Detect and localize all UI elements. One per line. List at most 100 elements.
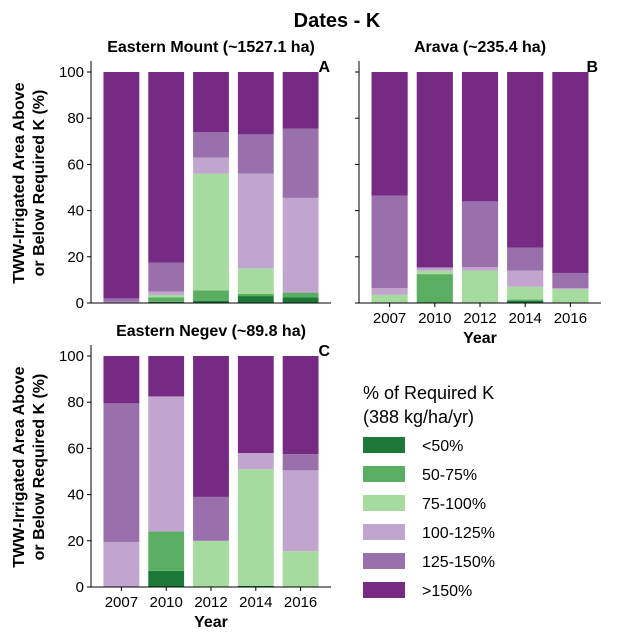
bar-2016-0: [282, 297, 319, 303]
bar-2016-2: [552, 289, 589, 303]
bar-2012-0: [193, 300, 229, 303]
panel-title: Eastern Negev (~89.8 ha): [116, 323, 306, 340]
bar-2014-1: [237, 293, 274, 297]
bar-2010-5: [148, 356, 185, 397]
legend-label-3: 100-125%: [422, 525, 495, 542]
panel-a-ylabel-line2: or Below Required K (%): [31, 90, 48, 277]
bar-2007-3: [371, 287, 408, 295]
bar-2014-4: [507, 247, 544, 271]
bar-2012-2: [461, 270, 499, 303]
bar-2014-2: [237, 268, 274, 294]
legend-label-0: <50%: [422, 438, 463, 455]
bar-2016-5: [552, 72, 589, 273]
bar-2014-4: [237, 134, 274, 174]
x-tick-label: 2010: [150, 594, 183, 611]
legend-label-2: 75-100%: [422, 496, 486, 513]
bar-2016-4: [282, 454, 319, 471]
legend-swatch-4: [363, 553, 405, 569]
bar-2010-4: [148, 262, 185, 292]
bar-2014-1: [507, 299, 544, 301]
bar-2007-3: [103, 301, 140, 303]
bar-2010-3: [148, 291, 185, 295]
y-tick-label: 40: [67, 487, 84, 504]
bar-2014-3: [237, 453, 274, 470]
bar-2016-3: [282, 470, 319, 552]
legend-swatch-5: [363, 582, 405, 598]
y-tick-label: 0: [76, 579, 84, 596]
panel-title: Eastern Mount (~1527.1 ha): [107, 39, 315, 56]
panel-a: Eastern Mount (~1527.1 ha)A 0 20 40 60 80 100: [59, 39, 331, 312]
legend-swatch-1: [363, 466, 405, 482]
bar-2012-4: [461, 201, 499, 268]
panel-b-xlabel: Year: [463, 330, 497, 347]
bar-2007-2: [371, 294, 408, 303]
bar-2012-3: [193, 157, 229, 174]
bar-2012-3: [461, 267, 499, 271]
bar-2014-5: [237, 356, 274, 454]
x-tick-label: 2007: [373, 310, 406, 327]
y-tick-label: 100: [59, 348, 84, 365]
bar-2010-5: [148, 72, 185, 263]
bar-2010-0: [148, 570, 185, 587]
bar-2016-4: [282, 128, 319, 198]
bar-2010-2: [148, 294, 185, 298]
bar-2012-2: [193, 540, 229, 587]
y-tick-label: 80: [67, 110, 84, 127]
bar-2014-0: [507, 300, 544, 303]
bar-2014-5: [237, 72, 274, 135]
y-tick-label: 20: [67, 533, 84, 550]
bar-2014-0: [237, 296, 274, 303]
x-tick-label: 2016: [284, 594, 317, 611]
bar-2016-3: [282, 197, 319, 293]
legend-label-4: 125-150%: [422, 554, 495, 571]
legend-label-1: 50-75%: [422, 467, 477, 484]
bar-2012-4: [193, 132, 229, 158]
bar-2010-4: [416, 267, 453, 269]
x-tick-label: 2016: [554, 310, 587, 327]
x-tick-label: 2012: [463, 310, 496, 327]
bar-2016-3: [552, 287, 589, 290]
y-tick-label: 20: [67, 249, 84, 266]
bar-2014-0: [237, 585, 274, 587]
panel-letter: B: [586, 59, 598, 76]
bar-2010-0: [148, 301, 185, 303]
bar-2016-5: [282, 72, 319, 129]
x-tick-label: 2007: [105, 594, 138, 611]
bar-2007-5: [103, 72, 140, 299]
panel-letter: A: [318, 59, 330, 76]
legend-label-5: >150%: [422, 583, 472, 600]
bar-2012-5: [193, 356, 229, 497]
bar-2014-2: [237, 469, 274, 586]
figure-title: Dates - K: [294, 10, 381, 32]
legend: % of Required K (388 kg/ha/yr) <50% 50-75…: [363, 383, 495, 600]
x-tick-label: 2014: [239, 594, 272, 611]
x-tick-label: 2010: [418, 310, 451, 327]
bar-2012-5: [461, 72, 499, 202]
bar-2014-5: [507, 72, 544, 248]
bar-2014-2: [507, 286, 544, 300]
bar-2012-5: [193, 72, 229, 133]
x-tick-label: 2012: [194, 594, 227, 611]
bar-2007-5: [103, 356, 140, 404]
y-tick-label: 60: [67, 440, 84, 457]
bar-2016-1: [282, 292, 319, 298]
bar-2012-1: [193, 290, 229, 301]
bar-2010-3: [148, 396, 185, 532]
panel-c-ylabel-line2: or Below Required K (%): [31, 374, 48, 561]
y-tick-label: 0: [76, 295, 84, 312]
bar-2010-1: [148, 297, 185, 302]
legend-swatch-0: [363, 437, 405, 453]
bar-2010-5: [416, 72, 453, 268]
bar-2012-2: [193, 173, 229, 291]
bar-2007-4: [371, 195, 408, 288]
bar-2010-1: [148, 531, 185, 571]
panel-c-ylabel-line1: TWW-Irrigated Area Above: [11, 366, 28, 567]
bar-2010-1: [416, 274, 453, 303]
bar-2007-4: [103, 298, 140, 302]
bar-2007-5: [371, 72, 408, 196]
bar-2007-3: [103, 541, 140, 587]
y-tick-label: 80: [67, 394, 84, 411]
y-tick-label: 40: [67, 203, 84, 220]
